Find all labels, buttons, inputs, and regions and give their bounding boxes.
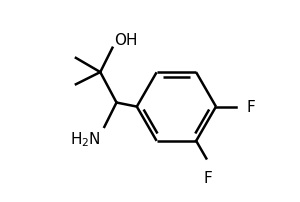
Text: F: F bbox=[204, 170, 213, 185]
Text: H$_2$N: H$_2$N bbox=[70, 129, 100, 148]
Text: OH: OH bbox=[115, 33, 138, 47]
Text: F: F bbox=[246, 100, 255, 115]
